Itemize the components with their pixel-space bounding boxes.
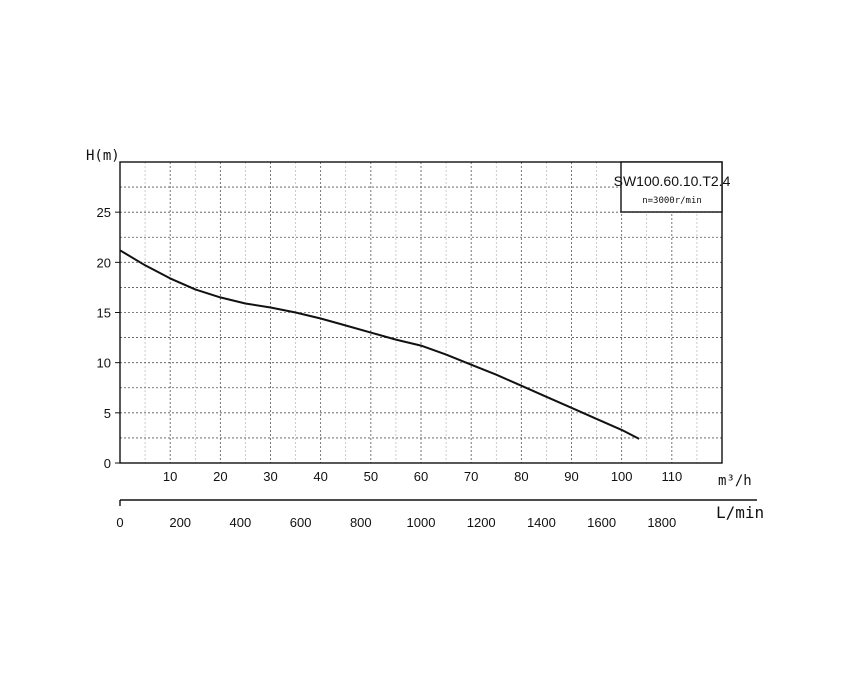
y-tick-label: 20 — [97, 255, 111, 270]
x2-tick-label: 400 — [230, 515, 252, 530]
x-tick-label: 40 — [313, 469, 327, 484]
x2-tick-label: 1600 — [587, 515, 616, 530]
x-tick-label: 50 — [364, 469, 378, 484]
x-axis-label: m³/h — [718, 473, 752, 489]
x-tick-label: 110 — [661, 469, 682, 484]
x-tick-label: 10 — [163, 469, 177, 484]
y-tick-label: 25 — [97, 205, 111, 220]
x2-axis-label: L/min — [716, 503, 764, 522]
x-tick-label: 60 — [414, 469, 428, 484]
y-tick-label: 10 — [97, 356, 111, 371]
x2-tick-label: 0 — [116, 515, 123, 530]
series — [119, 249, 640, 440]
legend: SW100.60.10.T2.4 n=3000r/min — [614, 161, 731, 213]
x2-tick-label: 800 — [350, 515, 372, 530]
legend-speed-label: n=3000r/min — [642, 196, 702, 206]
x2-tick-label: 1800 — [647, 515, 676, 530]
x2-tick-label: 1000 — [407, 515, 436, 530]
legend-frame — [620, 161, 723, 213]
x-tick-label: 20 — [213, 469, 227, 484]
series-line — [119, 249, 640, 440]
x-tick-label: 70 — [464, 469, 478, 484]
x2-tick-label: 1200 — [467, 515, 496, 530]
legend-model-label: SW100.60.10.T2.4 — [614, 173, 731, 189]
y-tick-label: 15 — [97, 306, 111, 321]
axes: 0 5 10 15 20 25 10 20 30 40 50 60 70 80 90 100 110 0 200 40… — [97, 205, 757, 530]
y-tick-label: 0 — [104, 456, 111, 471]
x-tick-label: 100 — [611, 469, 633, 484]
x-tick-label: 80 — [514, 469, 528, 484]
x-tick-label: 30 — [263, 469, 277, 484]
x2-tick-label: 600 — [290, 515, 312, 530]
x2-tick-label: 1400 — [527, 515, 556, 530]
y-tick-label: 5 — [104, 406, 111, 421]
x2-tick-label: 200 — [169, 515, 191, 530]
x-tick-label: 90 — [564, 469, 578, 484]
y-axis-label: H(m) — [86, 148, 120, 164]
